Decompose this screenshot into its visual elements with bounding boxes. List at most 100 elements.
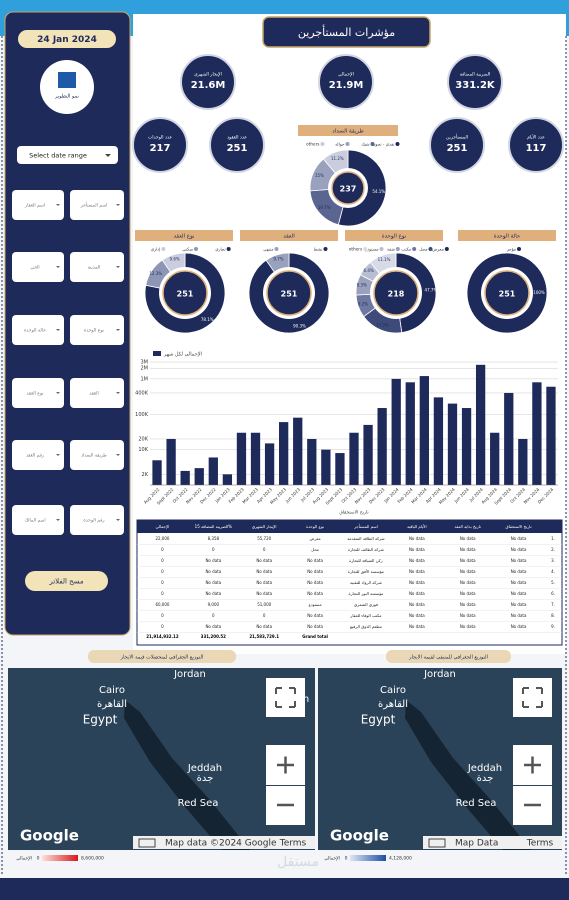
- map-legend-label: الإجمالي: [16, 857, 32, 862]
- donut-total: 251: [177, 290, 194, 299]
- kpi-value: 117: [526, 143, 547, 154]
- bar: [546, 386, 556, 485]
- table-cell: No data: [511, 580, 527, 585]
- map-label: Red Sea: [178, 798, 219, 809]
- table-cell: No data: [256, 591, 272, 596]
- table-cell: No data: [460, 624, 476, 629]
- table-cell: No data: [460, 547, 476, 552]
- map-attribution: Map Data: [455, 839, 498, 849]
- filter-dropdown[interactable]: [12, 378, 64, 408]
- y-tick-label: 10K: [138, 447, 148, 453]
- dropdown-arrow: [116, 519, 120, 521]
- sidebar: [4, 11, 131, 636]
- filter-dropdown[interactable]: [70, 315, 124, 345]
- title-box: [262, 16, 431, 48]
- table-cell: No data: [205, 569, 221, 574]
- filter-dropdown[interactable]: [12, 315, 64, 345]
- filter-label: طريقة السداد: [81, 454, 107, 459]
- fullscreen-button[interactable]: [266, 678, 305, 717]
- map-label: جدة: [197, 773, 214, 784]
- dropdown-arrow: [116, 392, 120, 394]
- table-cell: No data: [460, 591, 476, 596]
- dropdown-arrow: [56, 204, 60, 206]
- legend-swatch: [323, 247, 328, 251]
- table-cell: محل: [311, 547, 319, 552]
- bar: [391, 378, 401, 485]
- filter-dropdown[interactable]: [12, 252, 64, 282]
- bar: [208, 457, 218, 485]
- legend-swatch: [194, 247, 198, 251]
- legend-swatch: [395, 247, 400, 251]
- data-label: 8.3%: [357, 283, 367, 288]
- chart-title: نوع الوحدة: [382, 234, 407, 240]
- table-cell: No data: [205, 591, 221, 596]
- kpi-value: 251: [447, 143, 468, 154]
- map-label: جدة: [477, 773, 494, 784]
- donut-total: 251: [499, 290, 516, 299]
- legend-swatch: [363, 247, 368, 251]
- table-cell: 3.: [551, 558, 555, 563]
- kpi-label: المستأجرين: [446, 134, 468, 141]
- table-cell: 5.: [551, 580, 555, 585]
- chart-header: [345, 230, 443, 241]
- filter-label: نوع الوحدة: [84, 329, 104, 334]
- filter-label: حالة الوحدة: [24, 329, 46, 334]
- table-cell: No data: [256, 580, 272, 585]
- map-label: Egypt: [361, 713, 396, 727]
- dropdown-arrow: [116, 204, 120, 206]
- table-cell: 0: [161, 613, 164, 618]
- bar: [363, 424, 373, 485]
- table-cell: No data: [460, 580, 476, 585]
- legend-label: نقدي - تحويل: [371, 142, 394, 147]
- filter-dropdown[interactable]: [12, 190, 64, 220]
- legend-label: حوالة: [335, 142, 345, 147]
- filter-dropdown[interactable]: [70, 378, 124, 408]
- y-tick-label: 400K: [135, 390, 149, 396]
- kpi-circle: [180, 54, 236, 110]
- bar: [405, 382, 415, 485]
- date-range-label: Select date range: [29, 152, 87, 160]
- table-cell: No data: [409, 547, 425, 552]
- clear-button[interactable]: [25, 571, 108, 591]
- table-cell: 8.: [551, 613, 555, 618]
- filter-dropdown[interactable]: [70, 190, 124, 220]
- kpi-label: الإجمالي: [338, 73, 354, 78]
- legend-label: others: [306, 142, 319, 147]
- bar: [321, 449, 331, 485]
- column-header: الضريبة المضافة 15%: [195, 524, 233, 529]
- filter-dropdown[interactable]: [70, 440, 124, 470]
- date-range[interactable]: [17, 146, 118, 164]
- filter-dropdown[interactable]: [70, 505, 124, 535]
- date: 24 Jan 2024: [37, 35, 97, 45]
- chart-header: [298, 125, 398, 136]
- data-label: 15%: [315, 173, 324, 178]
- table-cell: شركة الطاقة المتقدمة: [347, 536, 385, 541]
- bar: [518, 438, 528, 485]
- table-cell: No data: [409, 569, 425, 574]
- filter-dropdown[interactable]: [70, 252, 124, 282]
- bar: [152, 460, 162, 485]
- table-cell: مؤسسة الأفق للتجارة: [348, 569, 384, 574]
- filter-dropdown[interactable]: [12, 440, 64, 470]
- table-cell: No data: [511, 558, 527, 563]
- map-terms: Terms: [279, 839, 307, 849]
- kpi-label: الإيجار الشهري: [194, 73, 222, 78]
- table-cell: مكتب الوفاء للعقار: [349, 613, 381, 618]
- column-header: تاريخ الاستحقاق: [506, 524, 532, 529]
- zoom-in-icon: [524, 756, 541, 774]
- bar: [222, 474, 233, 485]
- table-cell: No data: [460, 569, 476, 574]
- donut-center: [331, 171, 365, 205]
- legend-label: إداري: [151, 247, 161, 253]
- table-cell: 1.: [551, 536, 555, 541]
- column-header: نوع الوحدة: [306, 524, 324, 529]
- filter-dropdown[interactable]: [12, 505, 64, 535]
- map-terms: Terms: [526, 839, 554, 849]
- fullscreen-button[interactable]: [513, 678, 552, 717]
- legend-label: الإجمالي لكل شهر: [163, 352, 202, 358]
- map-legend-gradient: [42, 855, 78, 861]
- chart-header: [135, 230, 233, 241]
- table-cell: No data: [460, 536, 476, 541]
- dropdown-arrow: [116, 454, 120, 456]
